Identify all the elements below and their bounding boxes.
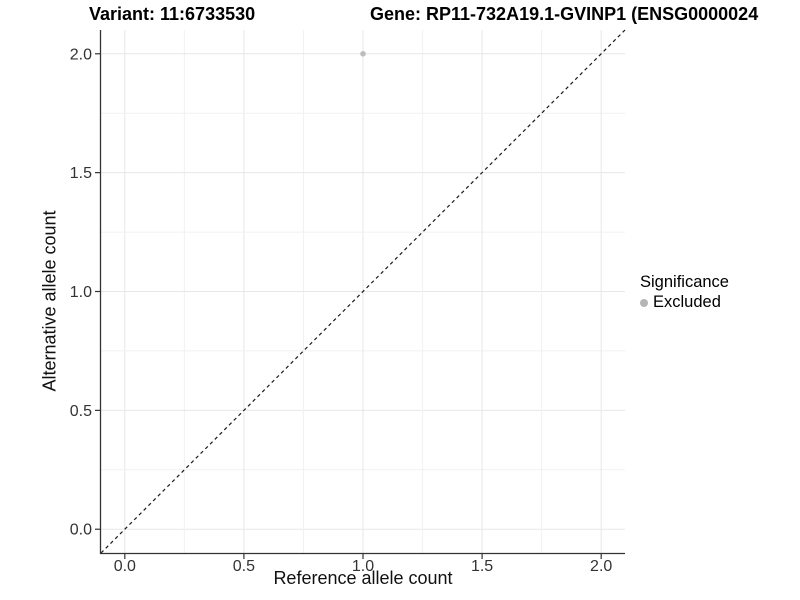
identity-dashed-line bbox=[100, 29, 626, 554]
legend-entry-label: Excluded bbox=[653, 293, 721, 311]
gene-title: Gene: RP11-732A19.1-GVINP1 (ENSG0000024 bbox=[370, 4, 759, 24]
y-tick-label: 1.5 bbox=[70, 165, 92, 182]
x-axis-title: Reference allele count bbox=[273, 568, 453, 588]
y-axis-title: Alternative allele count bbox=[39, 210, 60, 392]
data-point bbox=[360, 50, 366, 57]
legend: Significance Excluded bbox=[640, 273, 729, 312]
x-tick-label: 0.0 bbox=[114, 558, 136, 575]
legend-point-icon bbox=[640, 298, 648, 307]
variant-title: Variant: 11:6733530 bbox=[89, 4, 256, 24]
x-tick-label: 0.5 bbox=[233, 558, 255, 575]
x-tick-label: 1.0 bbox=[352, 558, 374, 575]
y-tick-label: 0.5 bbox=[70, 403, 92, 420]
y-tick-label: 0.0 bbox=[70, 522, 92, 539]
y-tick-label: 1.0 bbox=[70, 284, 92, 301]
legend-title: Significance bbox=[640, 273, 729, 291]
x-tick-label: 2.0 bbox=[590, 558, 612, 575]
legend-entry: Excluded bbox=[640, 293, 729, 312]
x-tick-label: 1.5 bbox=[471, 558, 493, 575]
y-tick-label: 2.0 bbox=[70, 46, 92, 63]
